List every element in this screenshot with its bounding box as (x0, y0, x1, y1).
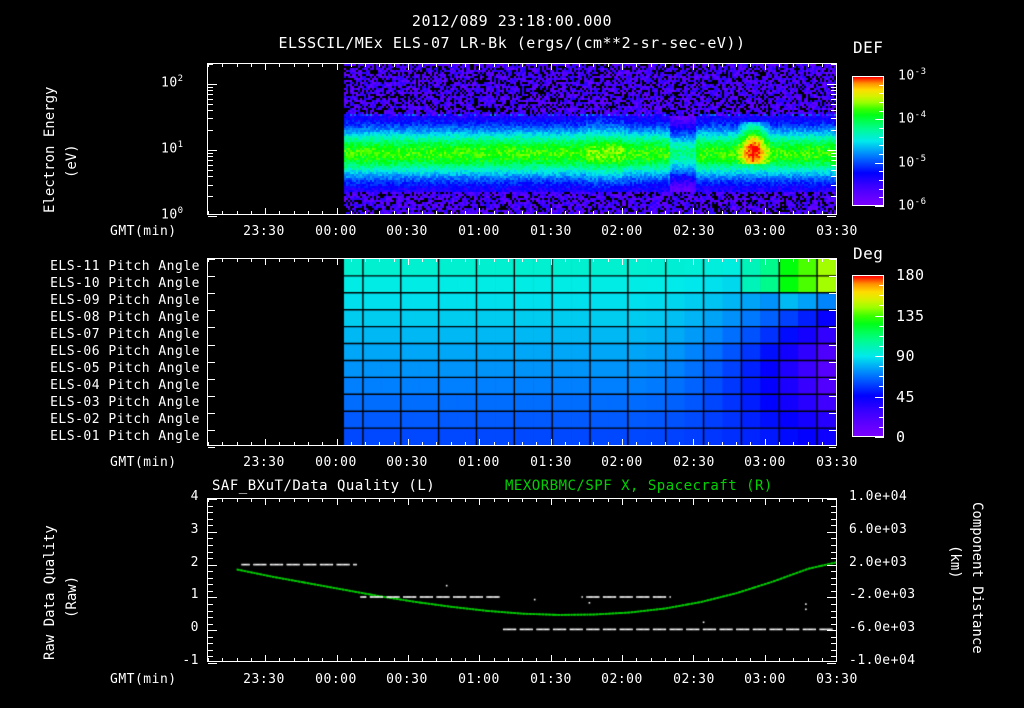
colorbar-tick-label: 10-3 (898, 67, 927, 84)
x-tick-label: 03:00 (744, 455, 786, 470)
y-tick-label-right: 2.0e+03 (849, 555, 908, 570)
y-tick-label: 102 (161, 74, 184, 91)
panel1-ylabel-line1: Electron Energy (42, 86, 58, 213)
colorbar-tick-label: 135 (896, 307, 925, 325)
colorbar-tick-label: 10-5 (898, 154, 927, 171)
y-tick-label: 101 (161, 140, 184, 157)
x-tick-label: 02:00 (601, 672, 643, 687)
x-tick-label: 01:30 (530, 672, 572, 687)
y-tick-label-right: 6.0e+03 (849, 522, 908, 537)
deg-colorbar-title: Deg (853, 244, 884, 263)
y-tick-label-right: -6.0e+03 (849, 620, 916, 635)
pitch-angle-row-label: ELS-07 Pitch Angle (50, 327, 200, 342)
panel1-ylabel-line2: (eV) (64, 144, 80, 178)
colorbar-tick-label: 10-4 (898, 110, 927, 127)
y-tick-label: 100 (161, 206, 184, 223)
pitch-angle-row-label: ELS-03 Pitch Angle (50, 395, 200, 410)
pitch-angle-frame (207, 258, 837, 448)
panel1-xaxis-label: GMT(min) (110, 224, 177, 239)
y-tick-label-left: 1 (190, 587, 199, 602)
y-tick-label-right: 1.0e+04 (849, 489, 908, 504)
colorbar-tick-label: 10-6 (898, 197, 927, 214)
pitch-angle-row-label: ELS-02 Pitch Angle (50, 412, 200, 427)
colorbar-tick-label: 0 (896, 428, 906, 446)
colorbar-tick-label: 90 (896, 347, 916, 365)
pitch-angle-row-label: ELS-01 Pitch Angle (50, 429, 200, 444)
electron-energy-spectrogram-frame (207, 63, 837, 217)
panel3-ylabel-left-line2: (Raw) (64, 575, 80, 618)
pitch-angle-row-label: ELS-10 Pitch Angle (50, 276, 200, 291)
pitch-angle-row-label: ELS-04 Pitch Angle (50, 378, 200, 393)
y-tick-label-right: -2.0e+03 (849, 587, 916, 602)
x-tick-label: 01:00 (458, 455, 500, 470)
pitch-angle-row-label: ELS-05 Pitch Angle (50, 361, 200, 376)
x-tick-label: 01:30 (530, 224, 572, 239)
x-tick-label: 02:30 (673, 455, 715, 470)
electron-energy-spectrogram-canvas (208, 64, 836, 214)
colorbar-tick-label: 180 (896, 266, 925, 284)
x-tick-label: 02:30 (673, 672, 715, 687)
x-tick-label: 23:30 (243, 672, 285, 687)
x-tick-label: 03:00 (744, 224, 786, 239)
y-tick-label-right: -1.0e+04 (849, 653, 916, 668)
def-colorbar-title: DEF (853, 38, 884, 57)
data-quality-frame (207, 498, 837, 664)
panel3-ylabel-left-line1: Raw Data Quality (42, 525, 58, 660)
colorbar-tick-label: 45 (896, 388, 916, 406)
pitch-angle-row-label: ELS-06 Pitch Angle (50, 344, 200, 359)
pitch-angle-row-label: ELS-09 Pitch Angle (50, 293, 200, 308)
data-quality-canvas (208, 499, 836, 661)
def-colorbar (852, 76, 884, 206)
pitch-angle-row-label: ELS-11 Pitch Angle (50, 259, 200, 274)
panel3-xaxis-label: GMT(min) (110, 672, 177, 687)
panel3-ylabel-right-line2: (km) (947, 545, 963, 579)
x-tick-label: 03:30 (816, 224, 858, 239)
panel3-title-right: MEXORBMC/SPF X, Spacecraft (R) (505, 478, 773, 494)
x-tick-label: 01:00 (458, 224, 500, 239)
y-tick-label-left: 2 (190, 555, 199, 570)
panel3-ylabel-right-line1: Component Distance (969, 502, 985, 654)
y-tick-label-left: 4 (190, 489, 199, 504)
x-tick-label: 02:30 (673, 224, 715, 239)
y-tick-label-left: 3 (190, 522, 199, 537)
x-tick-label: 00:30 (386, 224, 428, 239)
panel2-xaxis-label: GMT(min) (110, 455, 177, 470)
x-tick-label: 23:30 (243, 224, 285, 239)
page-subtitle: ELSSCIL/MEx ELS-07 LR-Bk (ergs/(cm**2-sr… (278, 34, 746, 52)
y-tick-label-left: -1 (182, 653, 199, 668)
x-tick-label: 00:00 (315, 672, 357, 687)
x-tick-label: 00:00 (315, 455, 357, 470)
pitch-angle-row-label: ELS-08 Pitch Angle (50, 310, 200, 325)
pitch-angle-canvas (208, 259, 836, 445)
x-tick-label: 00:30 (386, 455, 428, 470)
x-tick-label: 01:00 (458, 672, 500, 687)
x-tick-label: 00:00 (315, 224, 357, 239)
x-tick-label: 23:30 (243, 455, 285, 470)
x-tick-label: 01:30 (530, 455, 572, 470)
x-tick-label: 03:30 (816, 672, 858, 687)
x-tick-label: 00:30 (386, 672, 428, 687)
x-tick-label: 03:00 (744, 672, 786, 687)
x-tick-label: 02:00 (601, 224, 643, 239)
x-tick-label: 03:30 (816, 455, 858, 470)
y-tick-label-left: 0 (190, 620, 199, 635)
page-title: 2012/089 23:18:00.000 (411, 12, 613, 30)
panel3-title-left: SAF_BXuT/Data Quality (L) (212, 478, 436, 494)
x-tick-label: 02:00 (601, 455, 643, 470)
